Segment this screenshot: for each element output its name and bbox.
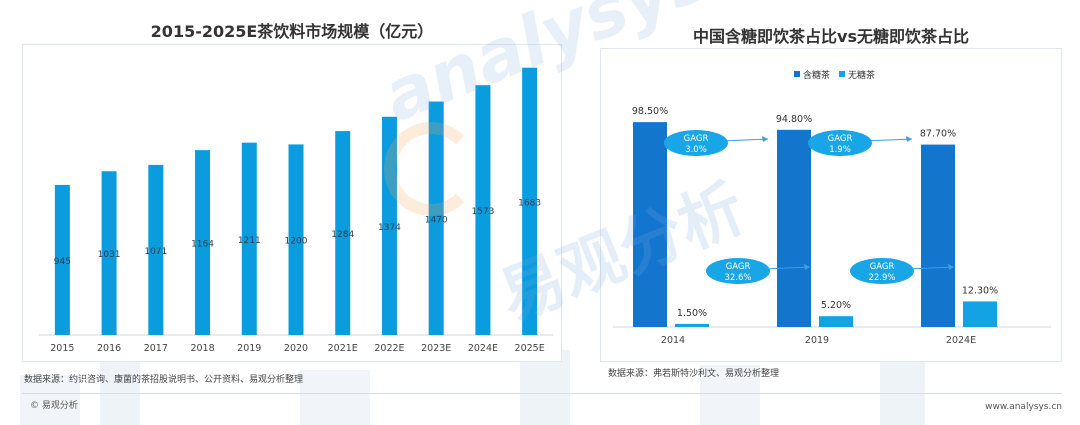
legend-swatch-nosugar xyxy=(839,71,845,77)
bar-nosugar-2019 xyxy=(819,316,853,327)
gagr-bubble xyxy=(808,130,872,156)
bar-value-label: 1071 xyxy=(144,247,167,257)
bar-2020 xyxy=(288,144,304,335)
x-tick-label: 2024E xyxy=(468,343,498,354)
bar-value-label: 1683 xyxy=(518,198,541,208)
bar-2023E xyxy=(428,101,444,335)
gagr-value: 22.9% xyxy=(868,273,895,283)
legend: 含糖茶 无糖茶 xyxy=(794,69,875,81)
x-tick-label: 2019 xyxy=(237,343,261,354)
bar-2019 xyxy=(241,142,257,335)
gagr-value: 3.0% xyxy=(685,145,707,155)
gagr-label: GAGR xyxy=(870,262,895,272)
sugar-share-source: 数据来源：弗若斯特沙利文、易观分析整理 xyxy=(608,369,780,379)
bar-value-label: 1.50% xyxy=(677,308,707,319)
bar-2018 xyxy=(195,150,211,335)
footer-url: www.analysys.cn xyxy=(985,402,1062,412)
gagr-bubble xyxy=(706,258,770,284)
gagr-arrow-head xyxy=(906,136,912,142)
legend-label-sugar: 含糖茶 xyxy=(803,69,830,81)
bar-2016 xyxy=(101,171,117,335)
bar-value-label: 12.30% xyxy=(962,285,998,296)
x-tick-label: 2017 xyxy=(144,343,168,354)
x-tick-label: 2022E xyxy=(374,343,404,354)
sugar-share-chart: 含糖茶 无糖茶 98.50% 1.50% 2014 94.80% 5.20% 2019 87.7… xyxy=(600,48,1062,362)
bar-2015 xyxy=(54,184,70,335)
x-tick-label: 2014 xyxy=(661,335,685,346)
gagr-arrow-head xyxy=(804,264,810,270)
gagr-label: GAGR xyxy=(726,262,751,272)
bar-value-label: 1164 xyxy=(191,240,214,250)
legend-label-nosugar: 无糖茶 xyxy=(848,69,875,81)
bar-nosugar-2014 xyxy=(675,323,709,327)
bar-sugar-2024E xyxy=(921,144,955,327)
sugar-share-panel: 中国含糖即饮茶占比vs无糖即饮茶占比 含糖茶 无糖茶 98.50% 1.50% 2014… xyxy=(600,8,1062,388)
gagr-arrow-head xyxy=(762,136,768,142)
gagr-bubble xyxy=(850,258,914,284)
bar-value-label: 94.80% xyxy=(776,114,812,125)
bar-sugar-2019 xyxy=(777,129,811,327)
footer-brand: © 易观分析 xyxy=(30,401,78,411)
gagr-arrow-head xyxy=(948,264,954,270)
market-size-panel: 2015-2025E茶饮料市场规模（亿元） 945 2015 1031 2016 107… xyxy=(22,8,562,388)
x-tick-label: 2020 xyxy=(284,343,308,354)
bar-2021E xyxy=(335,131,351,335)
bar-2022E xyxy=(381,116,397,335)
bar-value-label: 1211 xyxy=(238,236,261,246)
bar-2017 xyxy=(148,164,164,335)
x-tick-label: 2021E xyxy=(328,343,358,354)
market-size-chart-title: 2015-2025E茶饮料市场规模（亿元） xyxy=(150,22,434,41)
bar-value-label: 1284 xyxy=(331,230,354,240)
x-tick-label: 2025E xyxy=(515,343,545,354)
sugar-share-chart-svg: 含糖茶 无糖茶 98.50% 1.50% 2014 94.80% 5.20% 2019 87.7… xyxy=(613,69,1051,346)
x-tick-label: 2023E xyxy=(421,343,451,354)
gagr-value: 32.6% xyxy=(724,273,751,283)
bar-value-label: 1200 xyxy=(285,237,308,247)
bar-value-label: 1031 xyxy=(98,250,121,260)
bar-value-label: 1470 xyxy=(425,215,448,225)
x-tick-label: 2015 xyxy=(50,343,74,354)
bar-value-label: 945 xyxy=(54,257,71,267)
bar-nosugar-2024E xyxy=(963,301,997,327)
bar-value-label: 87.70% xyxy=(920,129,956,140)
gagr-bubble xyxy=(664,130,728,156)
footer-divider xyxy=(22,393,1062,394)
bar-value-label: 1573 xyxy=(471,207,494,217)
gagr-label: GAGR xyxy=(684,134,709,144)
x-tick-label: 2018 xyxy=(190,343,214,354)
gagr-value: 1.9% xyxy=(829,145,851,155)
bar-2024E xyxy=(475,85,491,335)
market-size-chart: 945 2015 1031 2016 1071 2017 1164 2018 1211 2019 1… xyxy=(22,44,562,362)
bar-2025E xyxy=(522,67,538,335)
legend-swatch-sugar xyxy=(794,71,800,77)
bar-value-label: 5.20% xyxy=(821,300,851,311)
gagr-label: GAGR xyxy=(828,134,853,144)
market-size-chart-svg: 945 2015 1031 2016 1071 2017 1164 2018 1211 2019 1… xyxy=(39,67,553,354)
bar-sugar-2014 xyxy=(633,122,667,328)
x-tick-label: 2016 xyxy=(97,343,121,354)
x-tick-label: 2024E xyxy=(946,335,976,346)
bar-value-label: 1374 xyxy=(378,223,401,233)
x-tick-label: 2019 xyxy=(805,335,829,346)
sugar-share-chart-title: 中国含糖即饮茶占比vs无糖即饮茶占比 xyxy=(693,27,969,46)
bar-value-label: 98.50% xyxy=(632,106,668,117)
market-size-source: 数据来源：约识咨询、康菌的茶招股说明书、公开资料、易观分析整理 xyxy=(24,375,304,385)
